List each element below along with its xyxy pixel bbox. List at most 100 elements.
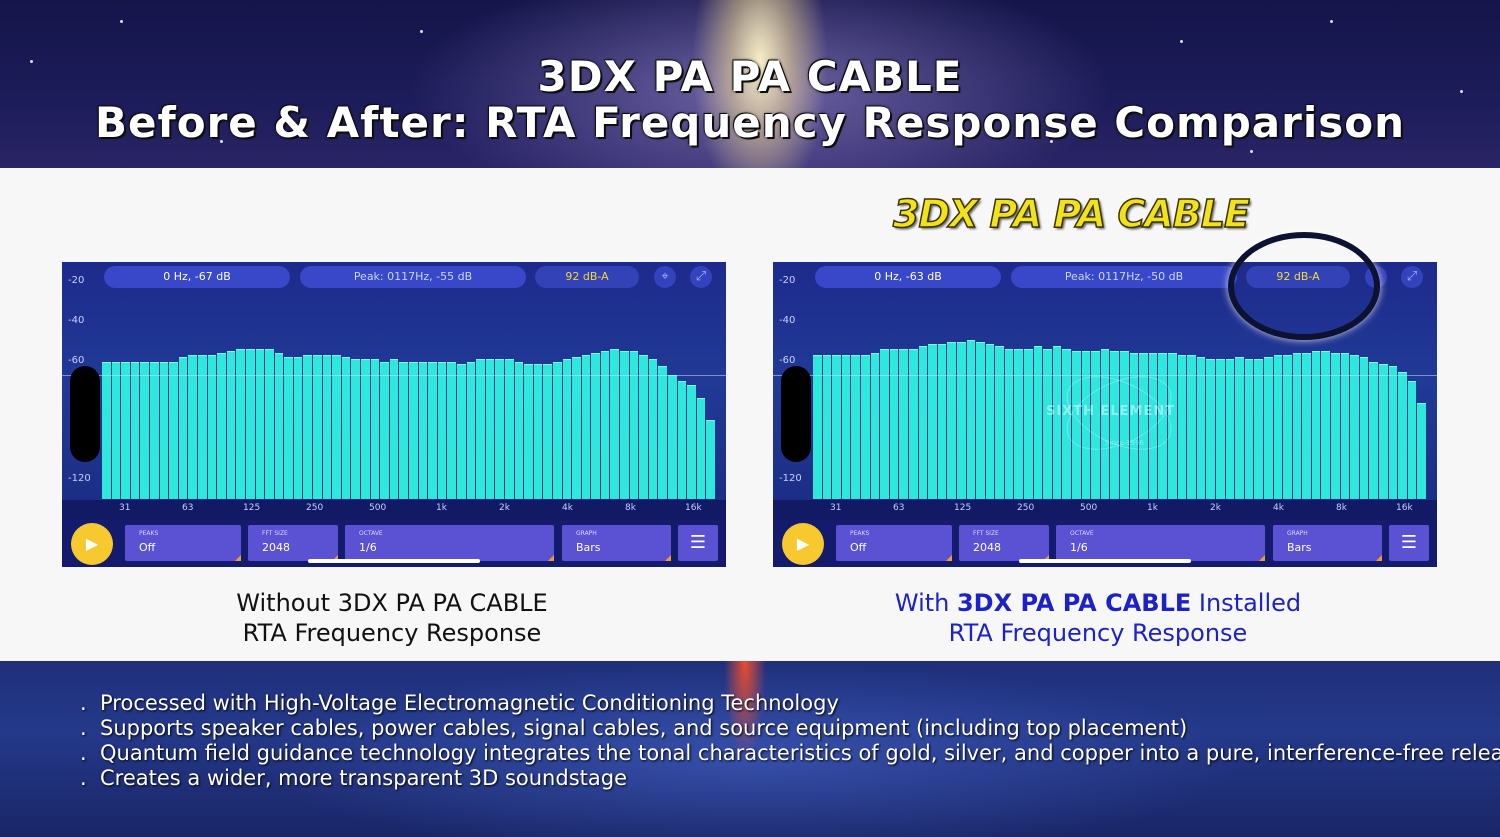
spectrum-bar: [322, 355, 332, 499]
caption-before: Without 3DX PA PA CABLE RTA Frequency Re…: [236, 589, 548, 647]
home-indicator: [308, 559, 480, 563]
spectrum-bar: [1340, 352, 1350, 499]
fft-size-control[interactable]: FFT SIZE 2048: [248, 525, 338, 561]
spectrum-bar: [255, 348, 265, 499]
list-item: Processed with High-Voltage Electromagne…: [80, 691, 1500, 716]
caption-after: With 3DX PA PA CABLE Installed RTA Frequ…: [894, 589, 1302, 647]
spectrum-bar: [159, 361, 169, 499]
highlight-circle: [1228, 232, 1380, 340]
spectrum-bar: [399, 361, 408, 499]
y-label: -120: [68, 473, 91, 484]
spectrum-bar: [572, 357, 581, 499]
spectrum-bars: [62, 262, 726, 500]
spectrum-bar: [504, 359, 514, 499]
y-label: -120: [779, 473, 802, 484]
spectrum-bar: [880, 348, 889, 499]
spectrum-bar: [1331, 352, 1340, 499]
spectrum-bar: [1244, 359, 1254, 499]
spectrum-bar: [169, 361, 178, 499]
spectrum-bar: [1254, 359, 1263, 499]
spectrum-bar: [851, 355, 860, 499]
spectrum-bar: [284, 357, 293, 499]
spectrum-bar: [1273, 355, 1283, 499]
spectrum-bar: [1158, 352, 1167, 499]
spectrum-bar: [1052, 346, 1062, 499]
x-tick: 31: [830, 503, 842, 513]
peak-readout[interactable]: Peak: 0117Hz, -55 dB: [300, 266, 526, 288]
spectrum-bar: [677, 381, 687, 499]
spectrum-bar: [1388, 365, 1398, 499]
hamburger-menu-icon[interactable]: ☰: [678, 525, 718, 561]
brand-mark: 3DX PA PA CABLE: [892, 191, 1250, 237]
spectrum-bar: [1091, 350, 1100, 499]
peaks-control[interactable]: PEAKS Off: [125, 525, 241, 561]
x-tick: 250: [1017, 503, 1035, 513]
expand-icon[interactable]: ⤢: [690, 266, 712, 288]
fft-size-control[interactable]: FFT SIZE 2048: [959, 525, 1049, 561]
play-icon[interactable]: ▶: [782, 523, 824, 565]
spectrum-bar: [1139, 352, 1148, 499]
spectrum-bar: [687, 385, 696, 499]
spectrum-bar: [658, 365, 668, 499]
spectrum-bar: [456, 363, 466, 499]
hamburger-menu-icon[interactable]: ☰: [1389, 525, 1429, 561]
spectrum-bar: [956, 342, 966, 499]
home-indicator: [1019, 559, 1191, 563]
rta-screen-after: SIXTH ELEMENT Since 1998 -20 -40 -60 -12…: [773, 262, 1437, 567]
x-tick: 63: [893, 503, 905, 513]
graph-control[interactable]: GRAPH Bars: [1273, 525, 1382, 561]
x-tick: 500: [1080, 503, 1098, 513]
expand-icon[interactable]: ⤢: [1401, 266, 1423, 288]
crosshair-icon[interactable]: ⌖: [654, 266, 676, 288]
spectrum-bar: [217, 352, 226, 499]
spectrum-bar: [937, 344, 947, 499]
octave-control[interactable]: OCTAVE 1/6: [1056, 525, 1265, 561]
feature-list: Processed with High-Voltage Electromagne…: [80, 691, 1500, 791]
spectrum-bar: [495, 359, 504, 499]
spectrum-bar: [610, 348, 620, 499]
peaks-control[interactable]: PEAKS Off: [836, 525, 952, 561]
header-background: [0, 0, 1500, 168]
peak-readout[interactable]: Peak: 0117Hz, -50 dB: [1011, 266, 1237, 288]
spectrum-bar: [466, 361, 476, 499]
spectrum-bar: [985, 344, 995, 499]
spectrum-bar: [245, 348, 255, 499]
spectrum-bar: [1302, 352, 1311, 499]
spectrum-bar: [524, 363, 533, 499]
spectrum-bar: [409, 361, 418, 499]
spectrum-bar: [629, 350, 639, 499]
x-tick: 250: [306, 503, 324, 513]
spectrum-bar: [1100, 348, 1110, 499]
spectrum-bar: [1148, 352, 1158, 499]
graph-control[interactable]: GRAPH Bars: [562, 525, 671, 561]
spectrum-bar: [447, 361, 456, 499]
cursor-readout[interactable]: 0 Hz, -63 dB: [815, 266, 1001, 288]
spectrum-bar: [543, 363, 552, 499]
spectrum-bar: [370, 359, 380, 499]
spectrum-bar: [976, 342, 985, 499]
spectrum-bar: [1177, 355, 1187, 499]
spectrum-bar: [822, 355, 832, 499]
octave-control[interactable]: OCTAVE 1/6: [345, 525, 554, 561]
page-title: 3DX PA PA CABLE: [537, 52, 963, 101]
spectrum-bar: [485, 359, 495, 499]
y-label: -60: [779, 355, 796, 366]
cursor-readout[interactable]: 0 Hz, -67 dB: [104, 266, 290, 288]
spectrum-bar: [918, 346, 928, 499]
spectrum-bar: [966, 339, 976, 499]
x-tick: 125: [243, 503, 261, 513]
list-item: Supports speaker cables, power cables, s…: [80, 716, 1500, 741]
spectrum-bar: [995, 346, 1004, 499]
spl-readout[interactable]: 92 dB-A: [535, 266, 639, 288]
spectrum-bar: [552, 361, 562, 499]
spectrum-bar: [197, 355, 207, 499]
redaction-mark: [781, 366, 811, 462]
spectrum-bar: [313, 355, 322, 499]
spectrum-bar: [533, 363, 543, 499]
control-bar: ▶ PEAKS Off FFT SIZE 2048 OCTAVE 1/6 GRA…: [773, 520, 1437, 567]
spectrum-bar: [928, 344, 937, 499]
list-item: Creates a wider, more transparent 3D sou…: [80, 766, 1500, 791]
x-tick: 2k: [499, 503, 510, 513]
spectrum-bar: [832, 355, 841, 499]
play-icon[interactable]: ▶: [71, 523, 113, 565]
